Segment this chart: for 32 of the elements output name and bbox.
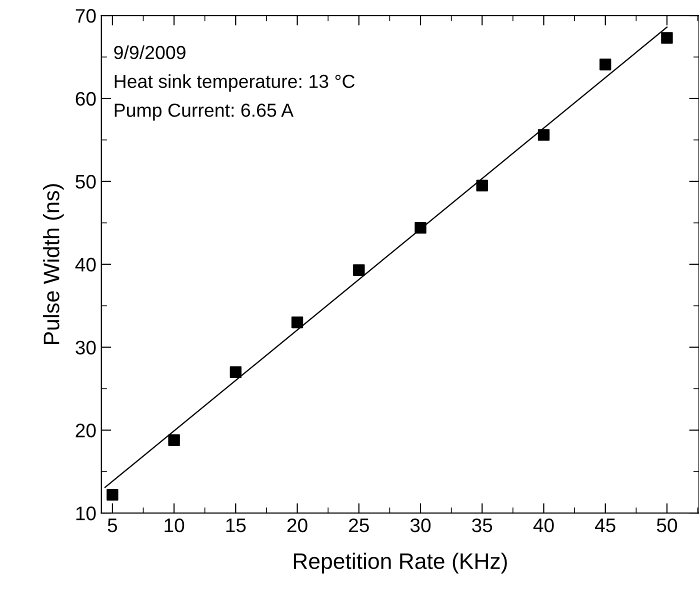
annotation: Heat sink temperature: 13 °C [114, 74, 355, 92]
y-tick-label: 40 [75, 258, 96, 272]
point [661, 32, 673, 44]
y-tick-label: 20 [76, 424, 96, 438]
point [538, 129, 550, 141]
y-tick-label: 10 [76, 506, 96, 520]
annotation: Pump Current: 6.65 A [114, 104, 294, 121]
x-axis-title: Repetition Rate (KHz) [294, 552, 507, 574]
y-axis-title: Pulse Width (ns) [43, 184, 64, 344]
annotation: 9/9/2009 [114, 45, 186, 60]
point [476, 180, 488, 192]
y-tick-label: 30 [76, 340, 96, 354]
point [168, 434, 180, 446]
x-tick-label: 45 [594, 518, 616, 532]
point [353, 264, 365, 276]
x-tick-label: 50 [656, 518, 678, 532]
y-tick-label: 50 [76, 174, 96, 189]
y-tick-label: 60 [76, 92, 96, 106]
x-tick-label: 35 [472, 518, 492, 532]
point [230, 366, 242, 378]
x-tick-label: 25 [349, 518, 369, 532]
point [106, 488, 118, 501]
x-tick-label: 30 [410, 518, 431, 532]
x-tick-label: 20 [287, 518, 308, 532]
point [414, 222, 426, 234]
x-tick-label: 15 [226, 518, 246, 532]
point [291, 316, 304, 328]
point [600, 58, 612, 70]
x-tick-label: 5 [108, 518, 118, 532]
x-tick-label: 10 [164, 518, 184, 532]
x-tick-label: 40 [533, 518, 554, 532]
y-tick-label: 70 [76, 9, 96, 23]
